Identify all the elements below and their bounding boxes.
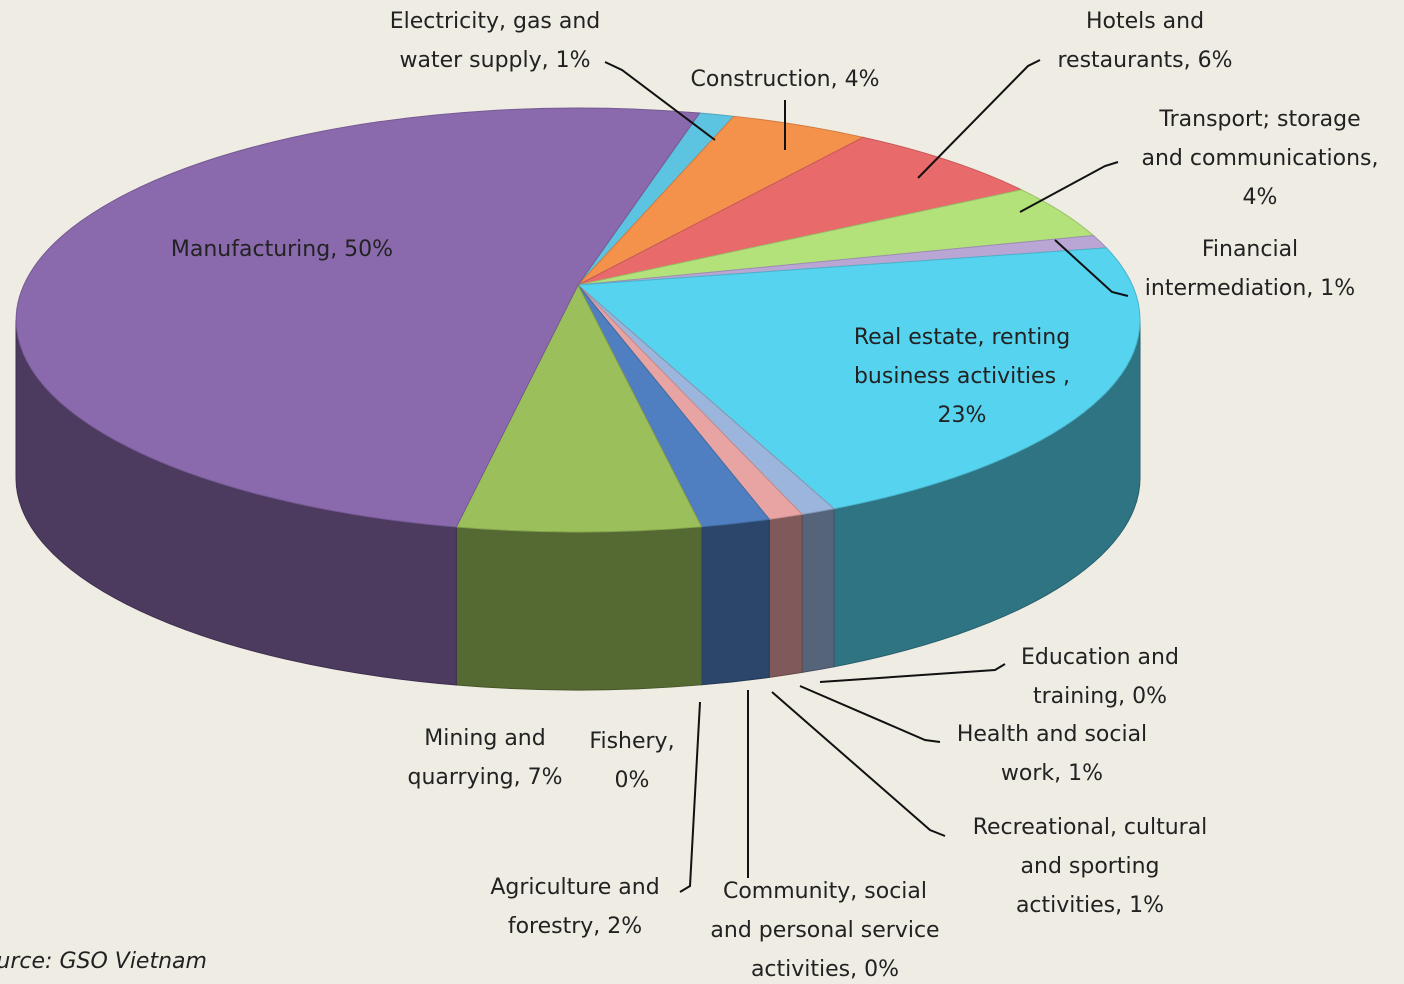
data-label: Hotels and restaurants, 6%: [1057, 9, 1232, 73]
data-label: Health and social work, 1%: [957, 722, 1147, 786]
data-label: Construction, 4%: [691, 67, 880, 92]
slice: [455, 283, 703, 533]
data-label: Financial intermediation, 1%: [1145, 237, 1355, 301]
slice-side: [768, 513, 803, 678]
slice-side: [701, 518, 770, 686]
slice: [577, 136, 1023, 286]
leader-line: [1054, 239, 1129, 297]
slice: [576, 247, 1141, 510]
source-note: Source: GSO Vietnam: [0, 949, 207, 974]
slice-side: [801, 508, 835, 674]
pie-sides: [15, 319, 1141, 691]
leader-line: [771, 691, 946, 837]
data-label: Electricity, gas and water supply, 1%: [390, 9, 601, 73]
data-label: Transport; storage and communications, 4%: [1142, 107, 1379, 210]
pie-tops: [15, 107, 1141, 533]
data-label: Recreational, cultural and sporting activi…: [973, 815, 1208, 918]
leader-line: [1019, 161, 1119, 213]
data-label: Fishery, 0%: [589, 729, 674, 793]
data-label: Manufacturing, 50%: [171, 237, 393, 262]
data-label: Real estate, renting business activities …: [854, 325, 1070, 428]
labels: Electricity, gas and water supply, 1% Cons…: [171, 9, 1379, 982]
slice: [15, 107, 701, 528]
leader-line: [819, 663, 1006, 683]
leader-line: [917, 59, 1041, 179]
leader-line: [679, 701, 701, 893]
leader-lines: [604, 59, 1129, 893]
data-label: Education and training, 0%: [1021, 645, 1179, 709]
data-label: Agriculture and forestry, 2%: [490, 875, 659, 939]
slice-side: [455, 526, 703, 691]
leader-line: [604, 61, 716, 141]
data-label: Mining and quarrying, 7%: [407, 726, 562, 790]
data-label: Community, social and personal service act…: [710, 879, 939, 982]
leader-line: [799, 685, 941, 743]
